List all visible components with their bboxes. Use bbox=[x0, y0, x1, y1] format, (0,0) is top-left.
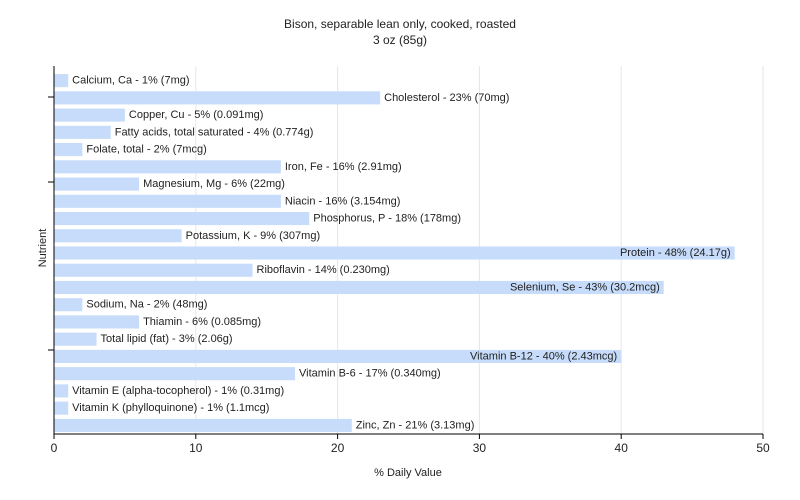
bar bbox=[54, 418, 352, 432]
bar-label: Vitamin E (alpha-tocopherol) - 1% (0.31m… bbox=[72, 385, 284, 397]
bar-label: Cholesterol - 23% (70mg) bbox=[384, 92, 509, 104]
x-axis-title: % Daily Value bbox=[374, 467, 442, 479]
bar bbox=[54, 74, 69, 88]
bar-label: Riboflavin - 14% (0.230mg) bbox=[257, 264, 390, 276]
bar bbox=[54, 384, 69, 398]
bar-label: Vitamin B-12 - 40% (2.43mcg) bbox=[470, 350, 617, 362]
bar bbox=[54, 401, 69, 415]
bar bbox=[54, 143, 83, 157]
bar-label: Folate, total - 2% (7mcg) bbox=[86, 144, 206, 156]
bar-label: Potassium, K - 9% (307mg) bbox=[186, 230, 321, 242]
bar-label: Selenium, Se - 43% (30.2mcg) bbox=[510, 281, 660, 293]
bar bbox=[54, 367, 296, 381]
bar bbox=[54, 298, 83, 312]
bar-label: Fatty acids, total saturated - 4% (0.774… bbox=[115, 126, 314, 138]
bar bbox=[54, 229, 182, 243]
bar-label: Zinc, Zn - 21% (3.13mg) bbox=[356, 419, 475, 431]
bar-label: Sodium, Na - 2% (48mg) bbox=[86, 299, 207, 311]
y-axis-title: Nutrient bbox=[37, 229, 49, 268]
bar bbox=[54, 246, 735, 260]
bar bbox=[54, 280, 664, 295]
bar bbox=[54, 177, 140, 191]
x-tick-label: 40 bbox=[615, 441, 629, 455]
bar bbox=[54, 349, 622, 363]
x-tick-label: 30 bbox=[473, 441, 487, 455]
x-tick-label: 50 bbox=[756, 441, 770, 455]
bar bbox=[54, 91, 381, 105]
axes: 0 10 20 30 40 50 bbox=[48, 66, 770, 455]
bar-label: Thiamin - 6% (0.085mg) bbox=[143, 316, 261, 328]
bar bbox=[54, 315, 140, 329]
bars: Calcium, Ca - 1% (7mg) Cholesterol - 23% … bbox=[54, 74, 735, 432]
bar-label: Iron, Fe - 16% (2.91mg) bbox=[285, 161, 402, 173]
x-tick-label: 10 bbox=[189, 441, 203, 455]
bar-label: Calcium, Ca - 1% (7mg) bbox=[72, 75, 189, 87]
bar-label: Vitamin B-6 - 17% (0.340mg) bbox=[299, 368, 441, 380]
bar-label: Magnesium, Mg - 6% (22mg) bbox=[143, 178, 285, 190]
bar bbox=[54, 108, 125, 122]
chart-subtitle: 3 oz (85g) bbox=[373, 33, 427, 47]
bar bbox=[54, 194, 281, 208]
bar bbox=[54, 125, 111, 139]
bar-label: Niacin - 16% (3.154mg) bbox=[285, 195, 401, 207]
bar bbox=[54, 263, 253, 277]
chart-title: Bison, separable lean only, cooked, roas… bbox=[284, 17, 516, 31]
bar bbox=[54, 332, 97, 346]
bar-label: Vitamin K (phylloquinone) - 1% (1.1mcg) bbox=[72, 402, 269, 414]
bar-label: Phosphorus, P - 18% (178mg) bbox=[313, 213, 461, 225]
bar-label: Copper, Cu - 5% (0.091mg) bbox=[129, 109, 264, 121]
x-tick-label: 20 bbox=[331, 441, 345, 455]
bar bbox=[54, 211, 310, 226]
bar-label: Protein - 48% (24.17g) bbox=[620, 247, 731, 259]
bar bbox=[54, 160, 281, 174]
bar-label: Total lipid (fat) - 3% (2.06g) bbox=[101, 333, 233, 345]
x-tick-label: 0 bbox=[51, 441, 58, 455]
